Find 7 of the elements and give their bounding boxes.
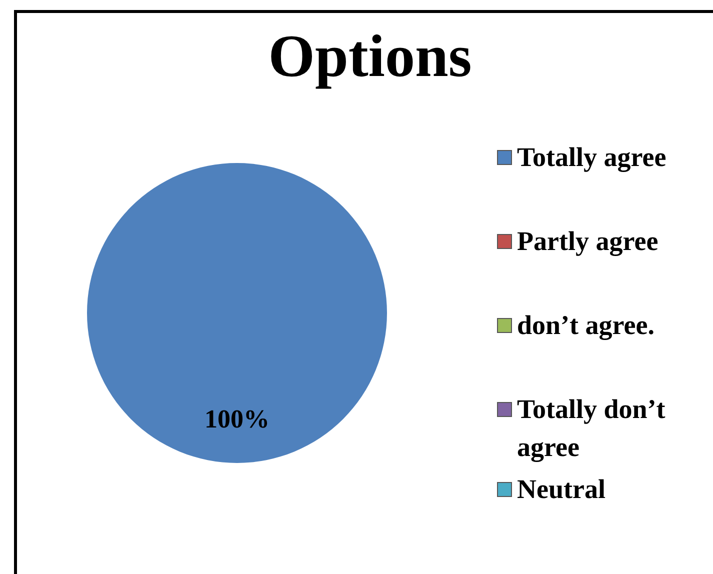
legend-label: don’t agree. xyxy=(516,309,656,342)
chart-title: Options xyxy=(267,22,473,91)
legend-label: Totally agree xyxy=(516,141,668,174)
legend-label: Neutral xyxy=(516,473,606,506)
data-label: 100% xyxy=(204,404,270,434)
legend-label: Totally don’t agree xyxy=(516,393,666,464)
legend-label: Partly agree xyxy=(516,225,660,258)
